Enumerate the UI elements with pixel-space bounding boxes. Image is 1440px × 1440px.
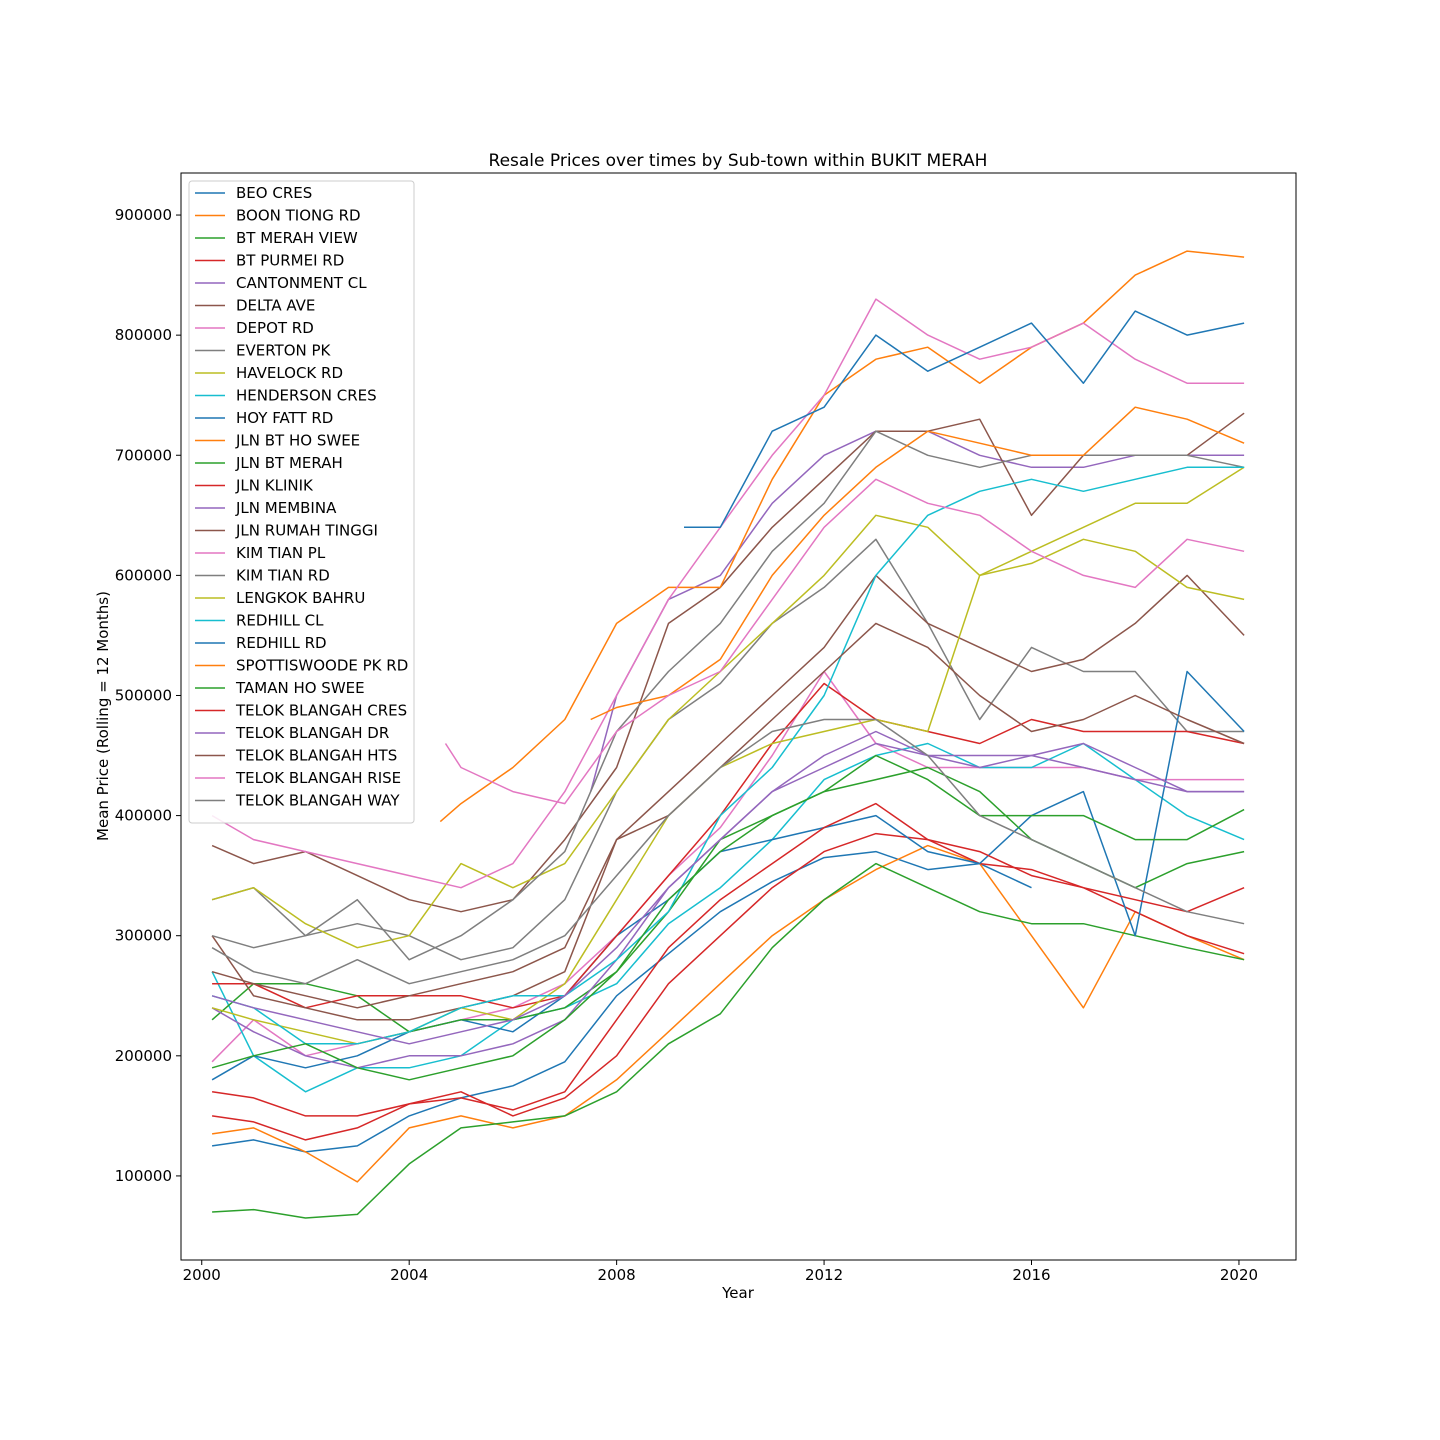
x-tick-label: 2012: [805, 1266, 843, 1284]
x-tick-label: 2000: [183, 1266, 221, 1284]
legend-label: LENGKOK BAHRU: [236, 589, 365, 607]
series-line: [211, 730, 1245, 1045]
legend-label: TELOK BLANGAH RISE: [235, 769, 401, 787]
y-tick-label: 600000: [115, 566, 172, 584]
legend-label: REDHILL CL: [236, 612, 324, 630]
series-line: [211, 574, 1245, 1021]
legend-label: CANTONMENT CL: [236, 274, 367, 292]
legend-label: JLN BT HO SWEE: [235, 432, 360, 450]
series-line: [439, 250, 1245, 823]
series-line: [444, 478, 1245, 805]
legend: BEO CRES BOON TIONG RD BT MERAH VIEW BT PUR…: [188, 180, 415, 824]
legend-label: SPOTTISWOODE PK RD: [236, 657, 408, 675]
legend-label: HENDERSON CRES: [236, 387, 377, 405]
series-line: [211, 832, 1245, 1141]
legend-box: [188, 180, 415, 824]
x-tick-label: 2008: [598, 1266, 636, 1284]
legend-label: BOON TIONG RD: [236, 207, 361, 225]
legend-label: TELOK BLANGAH CRES: [235, 702, 407, 720]
series-line: [211, 844, 1245, 1183]
x-tick-label: 2020: [1220, 1266, 1258, 1284]
series-line: [211, 466, 1245, 1045]
x-tick-label: 2016: [1012, 1266, 1050, 1284]
legend-label: HOY FATT RD: [236, 409, 333, 427]
legend-label: TELOK BLANGAH DR: [235, 724, 389, 742]
chart-title: Resale Prices over times by Sub-town wit…: [489, 151, 988, 171]
legend-label: BT MERAH VIEW: [236, 229, 358, 247]
x-axis-title: Year: [721, 1284, 755, 1302]
legend-label: BT PURMEI RD: [236, 252, 344, 270]
legend-label: JLN BT MERAH: [235, 454, 343, 472]
x-axis: 2000 2004 2008 2012 2016 2020: [183, 1260, 1258, 1284]
legend-label: TAMAN HO SWEE: [235, 679, 365, 697]
legend-label: TELOK BLANGAH HTS: [235, 747, 397, 765]
series-line: [211, 742, 1245, 1093]
legend-label: KIM TIAN PL: [236, 544, 326, 562]
series-line: [589, 430, 1245, 792]
series-line: [211, 850, 1032, 1153]
y-tick-label: 400000: [115, 807, 172, 825]
legend-label: JLN KLINIK: [235, 477, 314, 495]
legend-label: DEPOT RD: [236, 319, 314, 337]
x-tick-label: 2004: [390, 1266, 428, 1284]
y-tick-label: 900000: [115, 206, 172, 224]
legend-label: BEO CRES: [236, 184, 312, 202]
y-tick-label: 300000: [115, 927, 172, 945]
series-line: [590, 406, 1245, 721]
y-tick-label: 200000: [115, 1047, 172, 1065]
y-tick-label: 100000: [115, 1167, 172, 1185]
y-axis: 100000 200000 300000 400000 500000 600000 7000…: [115, 206, 181, 1185]
series-line: [211, 802, 1245, 1117]
legend-label: EVERTON PK: [236, 342, 332, 360]
series-line: [211, 718, 1245, 985]
legend-label: JLN MEMBINA: [235, 499, 337, 517]
legend-label: KIM TIAN RD: [236, 567, 330, 585]
legend-label: DELTA AVE: [236, 297, 315, 315]
series-line: [684, 310, 1245, 529]
legend-label: HAVELOCK RD: [236, 364, 343, 382]
y-tick-label: 700000: [115, 446, 172, 464]
legend-label: JLN RUMAH TINGGI: [235, 522, 378, 540]
y-axis-title: Mean Price (Rolling = 12 Months): [94, 591, 112, 841]
plot-frame: [180, 172, 1297, 1261]
series-layer: [211, 250, 1245, 1219]
y-tick-label: 800000: [115, 326, 172, 344]
series-line: [212, 862, 1245, 1219]
y-tick-label: 500000: [115, 686, 172, 704]
legend-label: TELOK BLANGAH WAY: [235, 792, 400, 810]
legend-label: REDHILL RD: [236, 634, 327, 652]
